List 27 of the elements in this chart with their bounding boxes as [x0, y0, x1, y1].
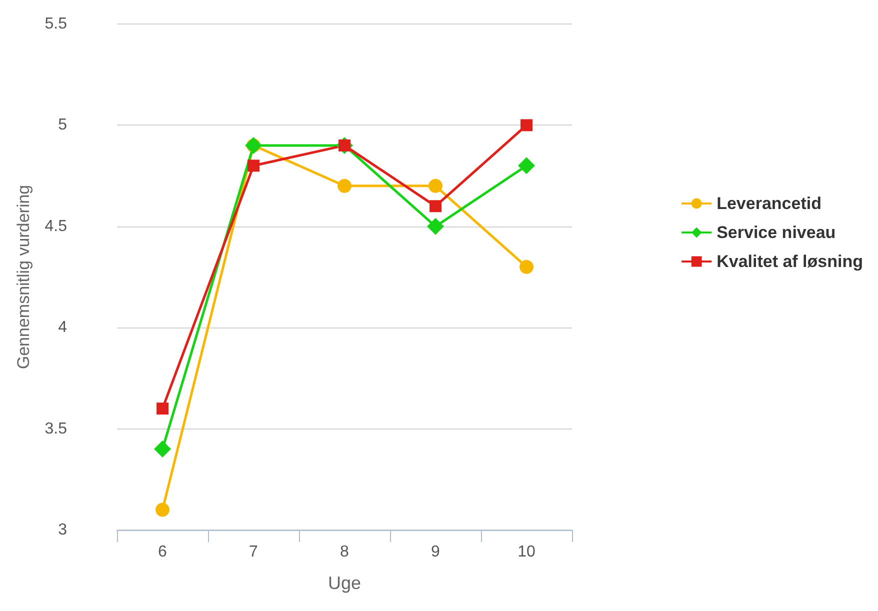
point: [427, 218, 444, 235]
point: [156, 502, 170, 517]
x-axis-title: Uge: [328, 573, 362, 593]
x-tick-label: 6: [158, 544, 168, 560]
x-tick-label: 8: [340, 544, 350, 560]
point: [520, 260, 534, 274]
legend-label: Service niveau: [716, 223, 836, 242]
legend-label: Kvalitet af løsning: [716, 252, 864, 271]
y-tick-label: 3: [58, 522, 68, 538]
point: [154, 440, 171, 458]
y-tick-label: 3.5: [44, 420, 68, 438]
y-tick-label: 4.5: [44, 218, 68, 235]
legend-label: Leverancetid: [716, 194, 822, 213]
y-tick-label: 4: [58, 319, 68, 336]
point: [430, 200, 442, 212]
x-tick-label: 9: [431, 544, 440, 560]
y-tick-label: 5.5: [44, 16, 68, 32]
point: [156, 402, 168, 415]
point: [338, 178, 352, 193]
y-axis-title: Gennemsnitlig vurdering: [14, 184, 33, 370]
y-tick-label: 5: [58, 116, 68, 134]
point: [520, 119, 532, 132]
point: [428, 178, 442, 193]
point: [248, 160, 260, 172]
x-tick-label: 10: [518, 544, 536, 560]
point: [518, 157, 535, 174]
x-tick-label: 7: [249, 544, 258, 560]
